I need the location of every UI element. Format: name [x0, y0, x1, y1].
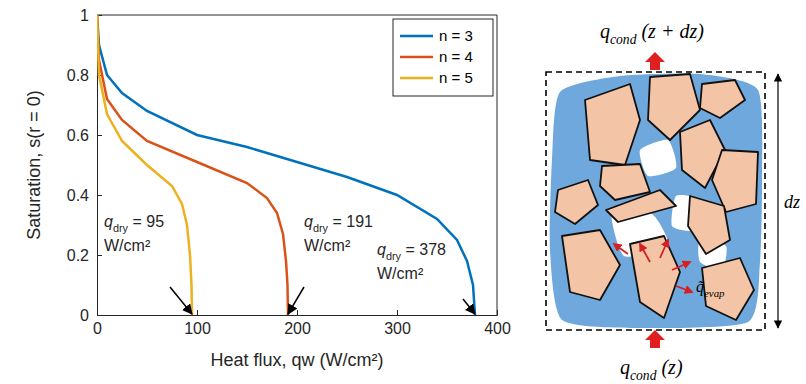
dz-arrow [777, 74, 778, 328]
annotation-unit: W/cm² [377, 265, 424, 282]
symbol: q [304, 213, 313, 230]
conduction-arrow [645, 330, 665, 348]
annotation-text: qdry = 378 [377, 241, 446, 262]
conduction-arrow [645, 52, 665, 70]
text: = 95 [128, 213, 164, 230]
particle [700, 80, 745, 118]
series-line [97, 15, 288, 315]
symbol: q [377, 241, 386, 258]
symbol: q [104, 213, 113, 230]
particle [712, 150, 758, 212]
y-tick: 0.2 [67, 247, 102, 264]
annotation-text: qdry = 191 [304, 213, 373, 234]
legend-swatch [400, 56, 433, 59]
particle [562, 230, 620, 300]
x-tick-label: 100 [184, 320, 211, 337]
x-tick: 300 [384, 310, 411, 337]
x-tick-label: 400 [484, 320, 511, 337]
y-tick-label: 1 [80, 7, 89, 24]
text: (z + dz) [636, 20, 704, 43]
x-tick-mark [397, 310, 398, 315]
subscript: dry [386, 250, 402, 262]
y-tick-mark [97, 255, 102, 256]
annotation-text: qdry = 95 [104, 213, 164, 234]
frame-top [97, 15, 497, 16]
y-tick: 0 [80, 307, 102, 324]
pore [640, 140, 677, 177]
y-axis-title: Saturation, s(r = 0) [24, 90, 44, 240]
legend-label: n = 4 [439, 48, 473, 65]
symbol: q [600, 20, 610, 43]
annotation-arrow [463, 299, 475, 314]
text: = 191 [328, 213, 373, 230]
y-tick: 0.8 [67, 67, 102, 84]
y-tick-label: 0.4 [67, 187, 89, 204]
y-tick-label: 0 [80, 307, 89, 324]
legend-label: n = 5 [439, 69, 473, 86]
particle [630, 236, 680, 318]
x-axis: 0 100 200 300 400 [93, 310, 511, 337]
annotations: qdry = 95W/cm²qdry = 191W/cm²qdry = 378W… [104, 213, 475, 314]
liquid [550, 73, 763, 328]
evap-arrow [660, 240, 668, 258]
particle [585, 84, 640, 165]
x-tick-mark [197, 310, 198, 315]
particle [702, 258, 754, 320]
figure: 0 100 200 300 400 0 0.2 0.4 0.6 0.8 1 Heat flux, qw… [0, 0, 806, 384]
y-tick-mark [97, 195, 102, 196]
x-axis-title: Heat flux, qw (W/cm²) [210, 350, 383, 370]
legend-swatch [400, 77, 433, 80]
x-tick-mark [297, 310, 298, 315]
x-axis-line [98, 310, 498, 316]
y-axis: 0 0.2 0.4 0.6 0.8 1 [67, 7, 102, 324]
subscript: dry [313, 222, 329, 234]
annotation-unit: W/cm² [304, 237, 351, 254]
y-tick-label: 0.6 [67, 127, 89, 144]
legend-label: n = 3 [439, 27, 473, 44]
evap-arrow [676, 286, 692, 292]
x-tick-label: 0 [93, 320, 102, 337]
particle [688, 196, 730, 254]
x-tick-label: 300 [384, 320, 411, 337]
top-label: qcond (z + dz) [600, 20, 704, 47]
evap-arrow [640, 244, 650, 262]
diagram: qcond (z + dz)qcond (z)dzq̃evap [546, 20, 800, 383]
evap-label: q̃evap [696, 278, 725, 299]
particle [600, 164, 650, 200]
symbol: q [620, 356, 630, 379]
x-tick-label: 200 [284, 320, 311, 337]
evap-arrow [672, 262, 690, 270]
y-tick-mark [97, 315, 102, 316]
particle [606, 190, 676, 222]
annotation-arrow [288, 287, 304, 314]
subscript: cond [630, 368, 657, 383]
x-tick: 400 [484, 310, 511, 337]
annotation-arrow [170, 287, 192, 314]
legend-swatch [400, 35, 433, 38]
bottom-label: qcond (z) [620, 356, 683, 383]
y-tick: 0.6 [67, 127, 102, 144]
control-volume [546, 72, 765, 330]
series-line [97, 15, 192, 315]
particle [555, 180, 598, 224]
text: = 378 [401, 241, 446, 258]
annotation-unit: W/cm² [104, 237, 151, 254]
y-tick-label: 0.8 [67, 67, 89, 84]
legend-box [393, 19, 493, 96]
text: (z) [656, 356, 682, 379]
side-label: dz [784, 192, 800, 212]
subscript: cond [610, 32, 637, 47]
x-tick: 100 [184, 310, 211, 337]
plot-background [97, 15, 497, 315]
subscript: evap [704, 287, 725, 299]
evap-arrow [614, 244, 628, 254]
y-tick-mark [97, 135, 102, 136]
frame-right [497, 15, 498, 315]
y-tick: 0.4 [67, 187, 102, 204]
subscript: dry [113, 222, 129, 234]
y-tick-label: 0.2 [67, 247, 89, 264]
legend: n = 3 n = 4 n = 5 [393, 19, 493, 96]
